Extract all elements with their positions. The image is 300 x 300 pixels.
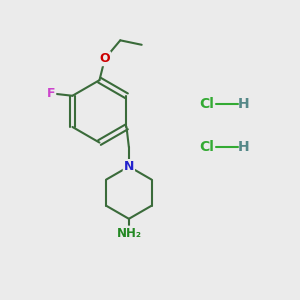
Text: N: N [124, 160, 134, 173]
Text: NH₂: NH₂ [116, 226, 141, 240]
Text: Cl: Cl [199, 140, 214, 154]
Text: O: O [100, 52, 110, 65]
Text: F: F [47, 87, 55, 100]
Text: Cl: Cl [199, 97, 214, 111]
Text: H: H [238, 97, 249, 111]
Text: H: H [238, 140, 249, 154]
